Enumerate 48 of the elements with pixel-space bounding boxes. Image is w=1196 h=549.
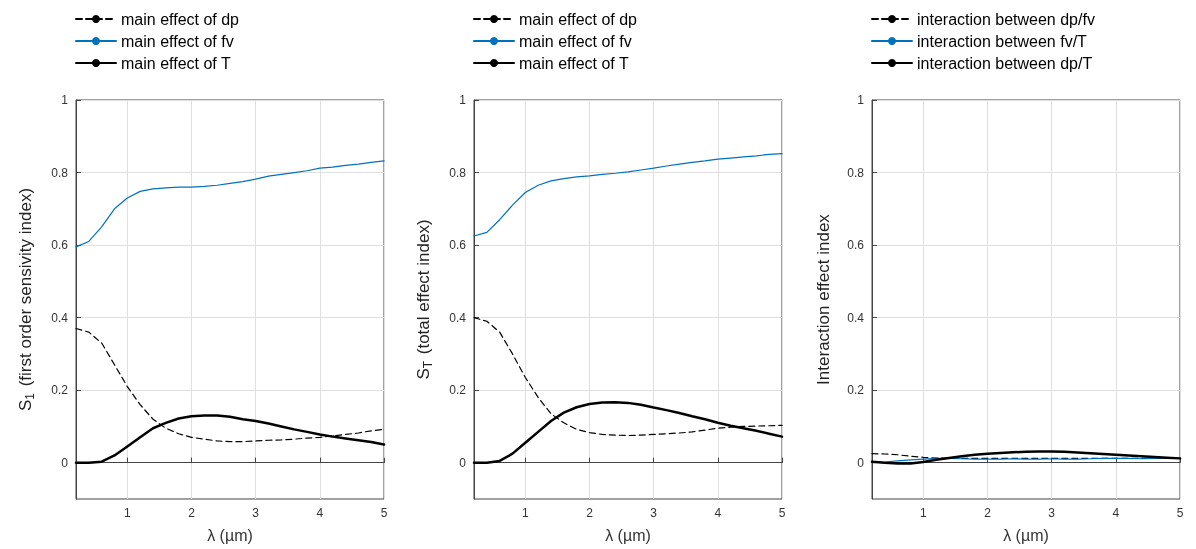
- y-tick-label: 1: [61, 93, 69, 107]
- y-tick-label: 1: [857, 93, 865, 107]
- x-tick-label: 3: [1048, 506, 1056, 520]
- legend-label: interaction between dp/T: [917, 54, 1093, 72]
- y-axis-title: ST (total effect index): [413, 219, 435, 380]
- y-tick-label: 0.6: [449, 238, 467, 253]
- x-tick-label: 1: [919, 506, 927, 520]
- legend-label: main effect of dp: [121, 10, 240, 28]
- legend-label: main effect of T: [121, 54, 231, 72]
- y-tick-label: 0.8: [847, 165, 865, 180]
- x-tick-label: 2: [984, 506, 992, 520]
- legend-label: main effect of fv: [121, 32, 234, 50]
- y-tick-label: 0.2: [847, 383, 865, 398]
- y-tick-label: 0.8: [51, 165, 69, 180]
- y-tick-label: 0: [459, 455, 467, 470]
- legend-label: main effect of dp: [519, 10, 638, 28]
- legend-label: main effect of fv: [519, 32, 632, 50]
- y-tick-label: 0.6: [51, 238, 69, 253]
- x-tick-label: 4: [1112, 506, 1120, 520]
- x-axis-title: λ (µm): [605, 526, 651, 544]
- y-tick-label: 0: [857, 455, 865, 470]
- x-tick-label: 5: [778, 506, 786, 520]
- x-axis-title: λ (µm): [1003, 526, 1049, 544]
- x-tick-label: 4: [714, 506, 722, 520]
- y-tick-label: 0: [61, 455, 69, 470]
- x-tick-label: 1: [123, 506, 131, 520]
- y-tick-label: 0.4: [847, 310, 865, 325]
- x-tick-label: 3: [650, 506, 658, 520]
- legend-label: main effect of T: [519, 54, 629, 72]
- x-tick-label: 4: [316, 506, 324, 520]
- legend-label: interaction between dp/fv: [917, 10, 1095, 28]
- x-tick-label: 2: [586, 506, 594, 520]
- y-tick-label: 0.4: [449, 310, 467, 325]
- legend-label: interaction between fv/T: [917, 32, 1088, 50]
- x-axis-title: λ (µm): [207, 526, 253, 544]
- y-tick-label: 0.4: [51, 310, 69, 325]
- x-tick-label: 5: [380, 506, 388, 520]
- x-tick-label: 3: [252, 506, 260, 520]
- y-tick-label: 1: [459, 93, 467, 107]
- x-tick-label: 2: [188, 506, 196, 520]
- y-tick-label: 0.8: [449, 165, 467, 180]
- y-tick-label: 0.2: [51, 383, 69, 398]
- x-tick-label: 5: [1176, 506, 1184, 520]
- x-tick-label: 1: [521, 506, 529, 520]
- y-axis-title: Interaction effect index: [814, 213, 833, 385]
- y-axis-title: S1 (first order sensivity index): [15, 187, 37, 412]
- y-tick-label: 0.6: [847, 238, 865, 253]
- y-tick-label: 0.2: [449, 383, 467, 398]
